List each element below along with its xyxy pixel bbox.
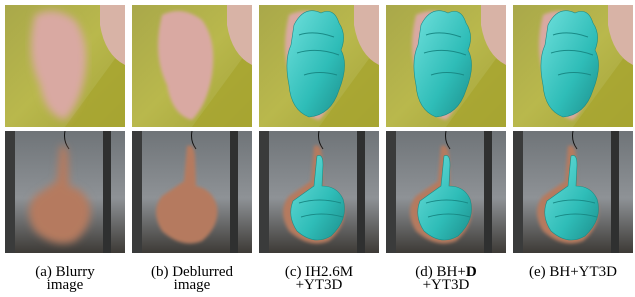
caption: +YT3D (423, 277, 470, 293)
image-panel (5, 5, 125, 127)
caption: image (174, 277, 211, 293)
image-panel (259, 131, 379, 253)
window-frame (386, 131, 396, 253)
caption-text: +YT3D (423, 277, 470, 293)
caption-text: +YT3D (296, 277, 343, 293)
window-frame (5, 131, 15, 253)
window-frame (513, 131, 523, 253)
image-panel (259, 5, 379, 127)
caption-text: image (47, 277, 84, 293)
image-panel (132, 5, 252, 127)
window-frame (611, 131, 619, 253)
image-panel (513, 5, 633, 127)
caption: +YT3D (296, 277, 343, 293)
window-frame (230, 131, 238, 253)
image-panel (386, 5, 506, 127)
window-frame (259, 131, 269, 253)
image-panel (513, 131, 633, 253)
image-panel (132, 131, 252, 253)
caption: (e) BH+YT3D (529, 264, 617, 280)
window-frame (103, 131, 111, 253)
caption-text: image (174, 277, 211, 293)
window-frame (357, 131, 365, 253)
caption-text: (e) BH+YT3D (529, 264, 617, 280)
window-frame (132, 131, 142, 253)
image-panel (5, 131, 125, 253)
image-panel (386, 131, 506, 253)
caption: image (47, 277, 84, 293)
window-frame (484, 131, 492, 253)
figure: (a) Blurryimage(b) Deblurredimage(c) IH2… (0, 0, 635, 297)
